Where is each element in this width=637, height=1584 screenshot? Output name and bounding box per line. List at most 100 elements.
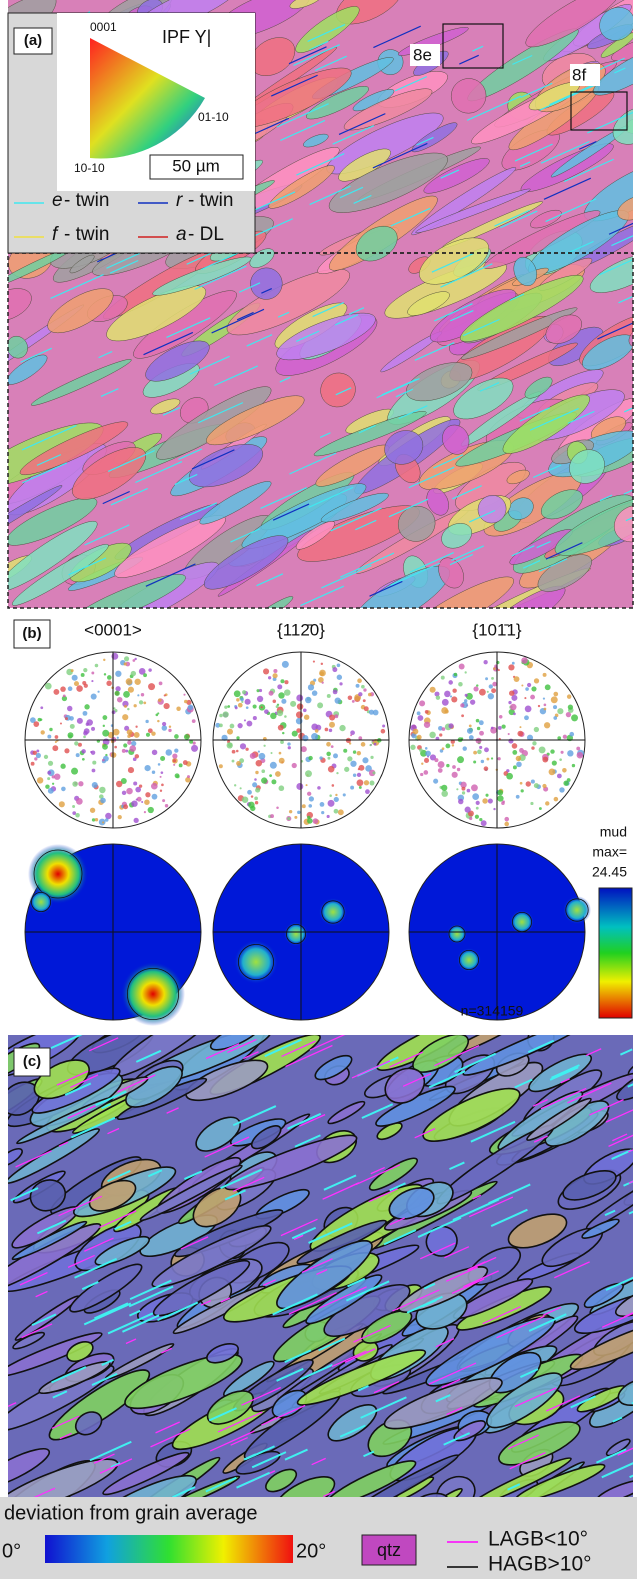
pf-dot — [334, 797, 339, 802]
pf-dot — [236, 750, 239, 753]
pf-dot — [308, 684, 314, 690]
pf-dot — [311, 733, 318, 740]
pf-dot — [158, 763, 161, 766]
pf-dot — [508, 664, 514, 670]
pf-dot — [456, 788, 458, 790]
pf-dot — [363, 699, 366, 702]
pf-dot — [306, 784, 308, 786]
pf-dot — [55, 741, 57, 743]
pf-dot — [344, 767, 349, 772]
pf-dot — [134, 818, 139, 823]
pf-dot — [67, 706, 72, 711]
pf-dot — [152, 771, 155, 774]
pf-dot — [544, 708, 547, 711]
pf-dot — [513, 765, 517, 769]
pf-dot — [103, 725, 105, 727]
pf-dot — [469, 817, 472, 820]
pf-dot — [44, 755, 48, 759]
pf-dot — [313, 661, 315, 663]
pf-dot — [430, 687, 436, 693]
pf-dot — [357, 779, 364, 786]
pf-dot — [572, 764, 575, 767]
pf-dot — [106, 681, 111, 686]
pf-dot — [55, 735, 59, 739]
pf-dot — [104, 673, 106, 675]
pf-dot — [488, 798, 493, 803]
pf-dot — [328, 800, 335, 807]
pf-dot — [102, 730, 109, 737]
pf-dot — [424, 758, 429, 763]
pf-dot — [191, 745, 198, 752]
pf-dot — [234, 784, 236, 786]
pf-dot — [554, 797, 559, 802]
pf-dot — [256, 689, 259, 692]
scale-bar-label: 50 µm — [172, 156, 220, 175]
pf-dot — [36, 749, 39, 752]
pf-dot — [332, 667, 337, 672]
pf-dot — [219, 714, 223, 718]
pf-dot — [33, 751, 37, 755]
pf-dot — [445, 743, 450, 748]
pf-dot — [113, 729, 120, 736]
pf-dot — [63, 694, 66, 697]
pf-dot — [476, 807, 479, 810]
pf-dot — [423, 770, 428, 775]
pf-dot — [261, 769, 265, 773]
pf-dot — [550, 749, 554, 753]
pf-dot — [461, 787, 465, 791]
pf-dot — [159, 682, 163, 686]
pf-dot — [502, 800, 505, 803]
pf-dot — [242, 796, 249, 803]
pf-dot — [336, 772, 338, 774]
pf-dot — [461, 714, 464, 717]
pf-dot — [284, 715, 287, 718]
pf-dot — [327, 694, 331, 698]
pf-dot — [111, 653, 118, 660]
pf-dot — [76, 685, 83, 692]
pf-dot — [296, 711, 303, 718]
pf-dot — [102, 715, 107, 720]
pf-dot — [227, 705, 230, 708]
pf-dot — [254, 797, 258, 801]
pf-dot — [31, 762, 35, 766]
pole-figure-title: {101̄1} — [472, 620, 521, 639]
pf-dot — [307, 818, 313, 824]
pf-dot — [483, 660, 487, 664]
pf-dot — [442, 699, 449, 706]
pf-dot — [429, 732, 435, 738]
pf-dot — [232, 750, 236, 754]
pf-dot — [86, 722, 89, 725]
pf-dot — [131, 671, 136, 676]
pf-dot — [486, 758, 489, 761]
pf-dot — [465, 807, 471, 813]
pf-dot — [553, 705, 557, 709]
pf-dot — [123, 691, 130, 698]
pf-dot — [141, 693, 144, 696]
pf-dot — [176, 706, 180, 710]
pf-dot — [577, 752, 584, 759]
pf-dot — [91, 750, 95, 754]
pf-dot — [553, 716, 557, 720]
pf-dot — [521, 789, 524, 792]
pf-dot — [117, 697, 122, 702]
pf-dot — [517, 731, 523, 737]
pf-dot — [162, 725, 167, 730]
pf-dot — [382, 725, 385, 728]
pf-dot — [519, 726, 521, 728]
pf-dot — [134, 679, 140, 685]
pf-dot — [467, 789, 471, 793]
pf-dot — [479, 746, 482, 749]
pf-dot — [188, 704, 194, 710]
pf-dot — [135, 787, 141, 793]
pf-dot — [115, 691, 120, 696]
pf-dot — [227, 742, 233, 748]
pf-dot — [242, 690, 246, 694]
pf-dot — [219, 724, 223, 728]
pf-dot — [477, 750, 482, 755]
pf-dot — [305, 770, 312, 777]
pf-dot — [498, 669, 500, 671]
pf-dot — [452, 688, 456, 692]
pf-dot — [74, 741, 78, 745]
legend-text: - twin — [64, 224, 109, 245]
pf-dot — [91, 680, 93, 682]
